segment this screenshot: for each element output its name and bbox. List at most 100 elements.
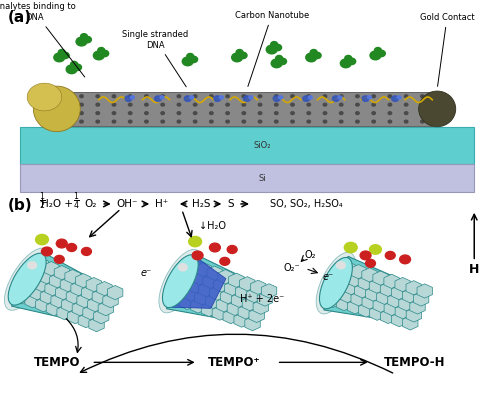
Circle shape (82, 248, 91, 255)
Circle shape (80, 112, 83, 114)
Polygon shape (55, 286, 71, 300)
Polygon shape (392, 312, 407, 327)
Circle shape (336, 262, 345, 269)
Circle shape (128, 95, 132, 98)
Circle shape (303, 96, 310, 101)
Circle shape (145, 120, 148, 123)
Text: TEMPO-H: TEMPO-H (384, 356, 446, 369)
Circle shape (54, 255, 64, 263)
Polygon shape (172, 258, 226, 308)
Circle shape (177, 103, 181, 106)
Circle shape (76, 37, 87, 46)
Text: O₂: O₂ (84, 199, 97, 209)
Circle shape (145, 103, 148, 106)
Polygon shape (380, 309, 396, 324)
Polygon shape (201, 303, 217, 317)
Polygon shape (362, 295, 377, 309)
Polygon shape (227, 301, 243, 316)
Circle shape (242, 103, 246, 106)
Polygon shape (39, 270, 54, 284)
Text: O₂⁻: O₂⁻ (283, 263, 300, 273)
Polygon shape (173, 284, 188, 298)
Circle shape (360, 251, 371, 260)
Polygon shape (68, 310, 83, 324)
Circle shape (239, 52, 247, 59)
Polygon shape (325, 293, 341, 307)
Polygon shape (351, 292, 367, 306)
Circle shape (160, 96, 164, 99)
Polygon shape (212, 306, 228, 320)
Circle shape (96, 120, 99, 123)
Circle shape (388, 120, 392, 123)
Polygon shape (229, 273, 244, 287)
Polygon shape (391, 286, 407, 300)
Circle shape (388, 103, 392, 106)
Circle shape (96, 103, 99, 106)
Circle shape (189, 236, 202, 247)
Polygon shape (83, 305, 98, 320)
Ellipse shape (4, 248, 50, 310)
Polygon shape (403, 289, 418, 303)
Circle shape (209, 120, 213, 123)
Polygon shape (340, 261, 355, 276)
Circle shape (178, 264, 187, 271)
Circle shape (177, 95, 181, 98)
Circle shape (421, 95, 424, 98)
Circle shape (112, 95, 116, 98)
Circle shape (242, 112, 246, 114)
Polygon shape (261, 284, 277, 298)
Polygon shape (65, 270, 81, 284)
Polygon shape (19, 282, 35, 296)
Circle shape (275, 112, 278, 114)
Polygon shape (332, 277, 348, 291)
Circle shape (66, 65, 77, 74)
Circle shape (214, 96, 221, 101)
Circle shape (101, 50, 109, 57)
Circle shape (291, 95, 294, 98)
Polygon shape (30, 286, 45, 300)
Circle shape (275, 120, 278, 123)
Text: H: H (469, 263, 480, 276)
Circle shape (236, 50, 243, 55)
Circle shape (308, 96, 312, 99)
Polygon shape (20, 164, 474, 192)
Polygon shape (190, 299, 206, 313)
Circle shape (80, 103, 83, 106)
Polygon shape (362, 268, 377, 282)
Polygon shape (373, 271, 388, 285)
Circle shape (271, 42, 278, 47)
Polygon shape (185, 259, 201, 273)
Circle shape (372, 95, 375, 98)
Circle shape (310, 50, 317, 55)
Circle shape (193, 95, 197, 98)
Circle shape (339, 120, 343, 123)
Text: TEMPO: TEMPO (34, 356, 80, 369)
Circle shape (275, 103, 278, 106)
Polygon shape (351, 265, 366, 279)
Polygon shape (384, 274, 399, 288)
Polygon shape (245, 316, 260, 331)
Circle shape (307, 112, 310, 114)
Circle shape (258, 103, 262, 106)
Polygon shape (66, 289, 82, 304)
Circle shape (226, 120, 229, 123)
Circle shape (372, 103, 375, 106)
Circle shape (313, 52, 321, 59)
Circle shape (219, 96, 223, 99)
Circle shape (266, 45, 277, 54)
Circle shape (258, 112, 262, 114)
Polygon shape (11, 252, 120, 326)
Circle shape (332, 96, 339, 101)
Text: H₂S: H₂S (192, 199, 211, 209)
Circle shape (128, 112, 132, 114)
Circle shape (61, 52, 69, 59)
Polygon shape (388, 293, 403, 308)
Circle shape (372, 112, 375, 114)
Circle shape (112, 120, 116, 123)
Text: H⁺ + 2e⁻: H⁺ + 2e⁻ (240, 294, 284, 304)
Circle shape (187, 53, 194, 59)
Circle shape (258, 95, 262, 98)
Polygon shape (43, 262, 59, 276)
Circle shape (362, 96, 369, 101)
Text: Gold Contact: Gold Contact (420, 13, 474, 86)
